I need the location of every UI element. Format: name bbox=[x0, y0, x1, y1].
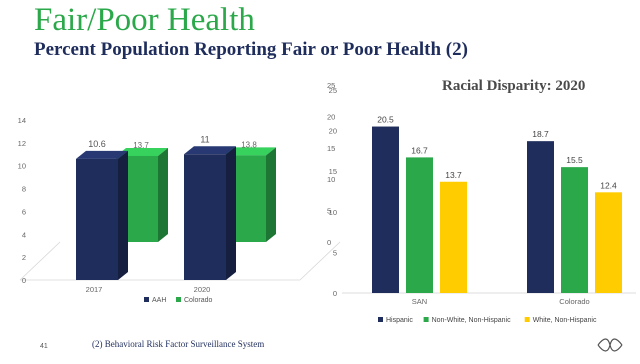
legend-label: White, Non-Hispanic bbox=[533, 317, 597, 324]
left-axis-tick-label: 14 bbox=[18, 116, 26, 125]
legend-swatch bbox=[378, 317, 383, 322]
aah-bar-side bbox=[226, 146, 236, 280]
legend-label: AAH bbox=[152, 297, 166, 304]
left-axis-tick-label: 8 bbox=[22, 185, 26, 194]
colorado-bar-top bbox=[116, 147, 168, 156]
disparity-bar bbox=[561, 167, 588, 293]
right-axis-tick-label: 20 bbox=[327, 112, 335, 121]
disparity-data-label: 12.4 bbox=[600, 180, 617, 190]
floor-depth-line bbox=[19, 241, 61, 281]
y-axis-tick-label: 20 bbox=[329, 127, 337, 136]
disparity-data-label: 16.7 bbox=[411, 145, 428, 155]
legend-label: Colorado bbox=[184, 297, 213, 304]
racial-disparity-chart: 051015202520.516.713.7SAN18.715.512.4Col… bbox=[329, 86, 636, 324]
disparity-data-label: 18.7 bbox=[532, 129, 549, 139]
slide-title: Fair/Poor Health bbox=[34, 2, 255, 38]
right-axis-tick-label: 0 bbox=[327, 238, 331, 247]
disparity-bar bbox=[372, 126, 399, 293]
left-axis-tick-label: 2 bbox=[22, 253, 26, 262]
disparity-bar bbox=[406, 157, 433, 293]
slide-subtitle: Percent Population Reporting Fair or Poo… bbox=[34, 39, 468, 60]
right-axis-tick-label: 5 bbox=[327, 207, 331, 216]
right-axis-tick-label: 15 bbox=[327, 144, 335, 153]
y-axis-tick-label: 25 bbox=[329, 86, 337, 95]
aah-bar bbox=[76, 158, 118, 280]
colorado-bar-side bbox=[158, 147, 168, 242]
legend-swatch bbox=[144, 297, 149, 302]
category-label: 2017 bbox=[86, 285, 103, 294]
disparity-data-label: 20.5 bbox=[377, 115, 394, 125]
right-axis-tick-label: 25 bbox=[327, 81, 335, 90]
y-axis-tick-label: 10 bbox=[329, 208, 337, 217]
left-axis-tick-label: 12 bbox=[18, 139, 26, 148]
disparity-data-label: 13.7 bbox=[445, 170, 462, 180]
floor-depth-line bbox=[299, 241, 341, 281]
y-axis-tick-label: 15 bbox=[329, 167, 337, 176]
slide-number: 41 bbox=[40, 343, 48, 350]
ribbon-knot-icon bbox=[597, 338, 623, 352]
category-label: 2020 bbox=[194, 285, 211, 294]
left-axis-tick-label: 6 bbox=[22, 207, 26, 216]
aah-bar-top bbox=[184, 146, 236, 155]
colorado-data-label: 13.8 bbox=[241, 140, 257, 149]
legend-swatch bbox=[423, 317, 429, 322]
legend-label: Hispanic bbox=[386, 317, 413, 324]
colorado-bar-side bbox=[266, 147, 276, 242]
aah-bar bbox=[184, 154, 226, 280]
left-axis-tick-label: 4 bbox=[22, 230, 26, 239]
colorado-bar-top bbox=[224, 147, 276, 156]
colorado-data-label: 13.7 bbox=[133, 141, 149, 150]
left-axis-tick-label: 0 bbox=[22, 276, 26, 285]
legend-swatch bbox=[176, 297, 181, 302]
y-axis-tick-label: 5 bbox=[333, 248, 337, 257]
category-label: SAN bbox=[412, 297, 427, 306]
footnote: (2) Behavioral Risk Factor Surveillance … bbox=[92, 339, 265, 349]
disparity-bar bbox=[440, 181, 467, 293]
racial-disparity-title: Racial Disparity: 2020 bbox=[442, 78, 586, 94]
y-axis-tick-label: 0 bbox=[333, 289, 337, 298]
aah-data-label: 11 bbox=[200, 134, 209, 144]
right-axis-tick-label: 10 bbox=[327, 175, 335, 184]
disparity-bar bbox=[527, 141, 554, 293]
left-axis-tick-label: 10 bbox=[18, 162, 26, 171]
disparity-bar bbox=[595, 192, 622, 293]
disparity-data-label: 15.5 bbox=[566, 155, 583, 165]
aah-bar-top bbox=[76, 150, 128, 159]
legend-label: Non-White, Non-Hispanic bbox=[432, 317, 511, 324]
legend-swatch bbox=[524, 317, 530, 322]
aah-bar-side bbox=[118, 150, 128, 280]
aah-data-label: 10.6 bbox=[88, 139, 106, 149]
category-label: Colorado bbox=[559, 297, 589, 306]
